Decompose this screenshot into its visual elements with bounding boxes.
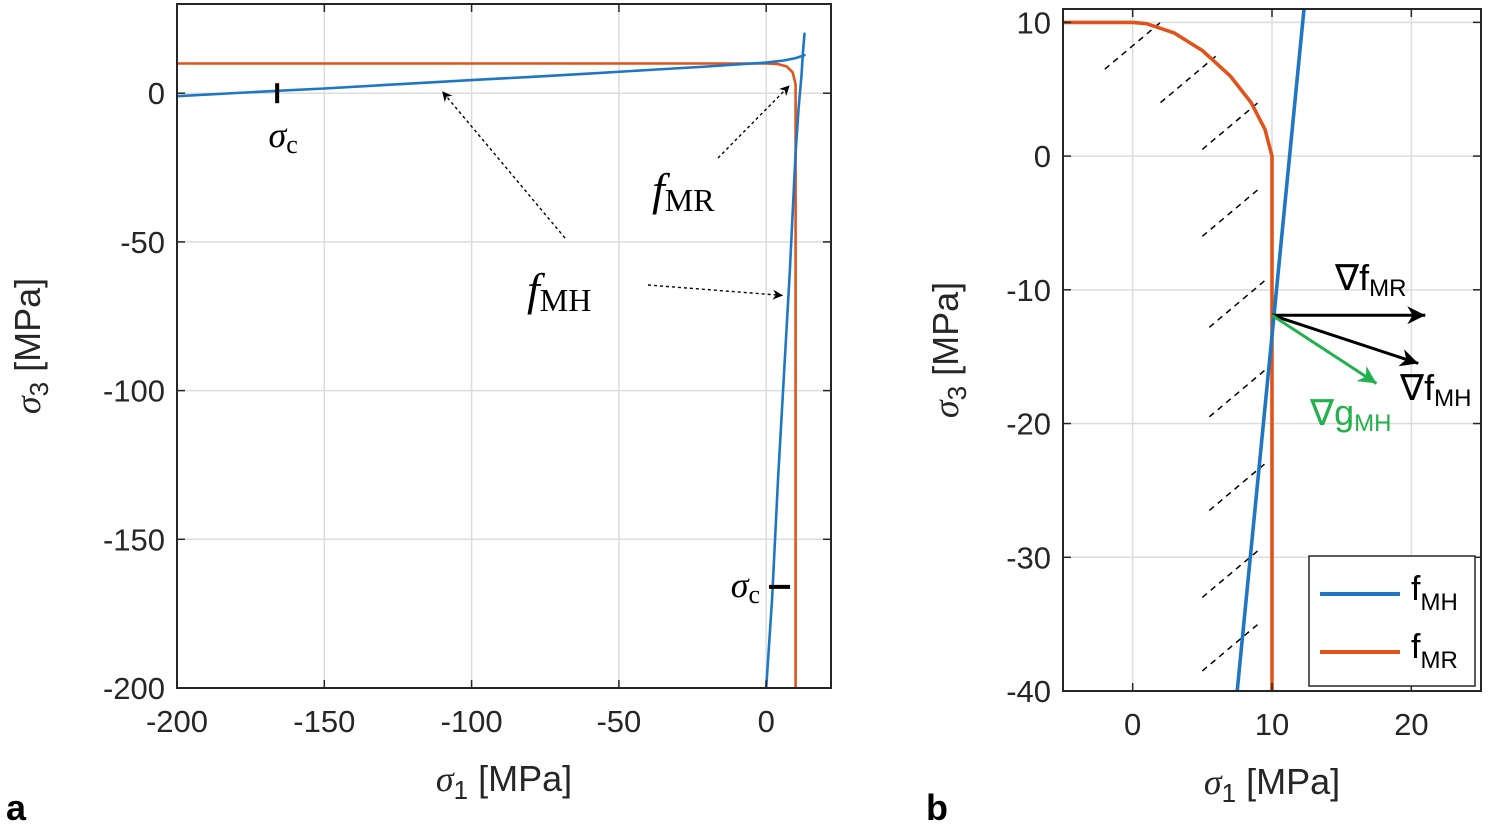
chart-a-plot: -200 -150 -100 -50 0 -200 -150 -100 -50 0 σ1 [MPa]… — [7, 4, 831, 805]
y-tick-label: -150 — [103, 522, 165, 557]
panel-label-a: a — [6, 790, 26, 826]
x-tick-label: -100 — [441, 704, 503, 739]
y-tick-label: 0 — [148, 76, 165, 111]
x-axis-label: σ1 [MPa] — [1204, 761, 1340, 808]
y-tick-label: -40 — [1006, 674, 1051, 709]
x-tick-label: -150 — [293, 704, 355, 739]
y-tick-label: -200 — [103, 671, 165, 706]
y-tick-label: 0 — [1034, 139, 1051, 174]
x-tick-label: -50 — [596, 704, 641, 739]
panel-label-b: b — [926, 790, 948, 826]
y-tick-label: -10 — [1006, 273, 1051, 308]
x-tick-label: -200 — [146, 704, 208, 739]
x-axis-label: σ1 [MPa] — [436, 758, 572, 805]
x-tick-label: 0 — [758, 704, 775, 739]
y-tick-label: -50 — [120, 225, 165, 260]
y-tick-label: 10 — [1017, 5, 1051, 40]
x-tick-label: 0 — [1124, 707, 1141, 742]
y-axis-label: σ3 [MPa] — [7, 278, 54, 414]
x-tick-label: 10 — [1255, 707, 1289, 742]
y-axis-label: σ3 [MPa] — [925, 282, 972, 418]
y-tick-label: -20 — [1006, 407, 1051, 442]
y-tick-label: -100 — [103, 374, 165, 409]
y-tick-label: -30 — [1006, 540, 1051, 575]
x-tick-label: 20 — [1394, 707, 1428, 742]
